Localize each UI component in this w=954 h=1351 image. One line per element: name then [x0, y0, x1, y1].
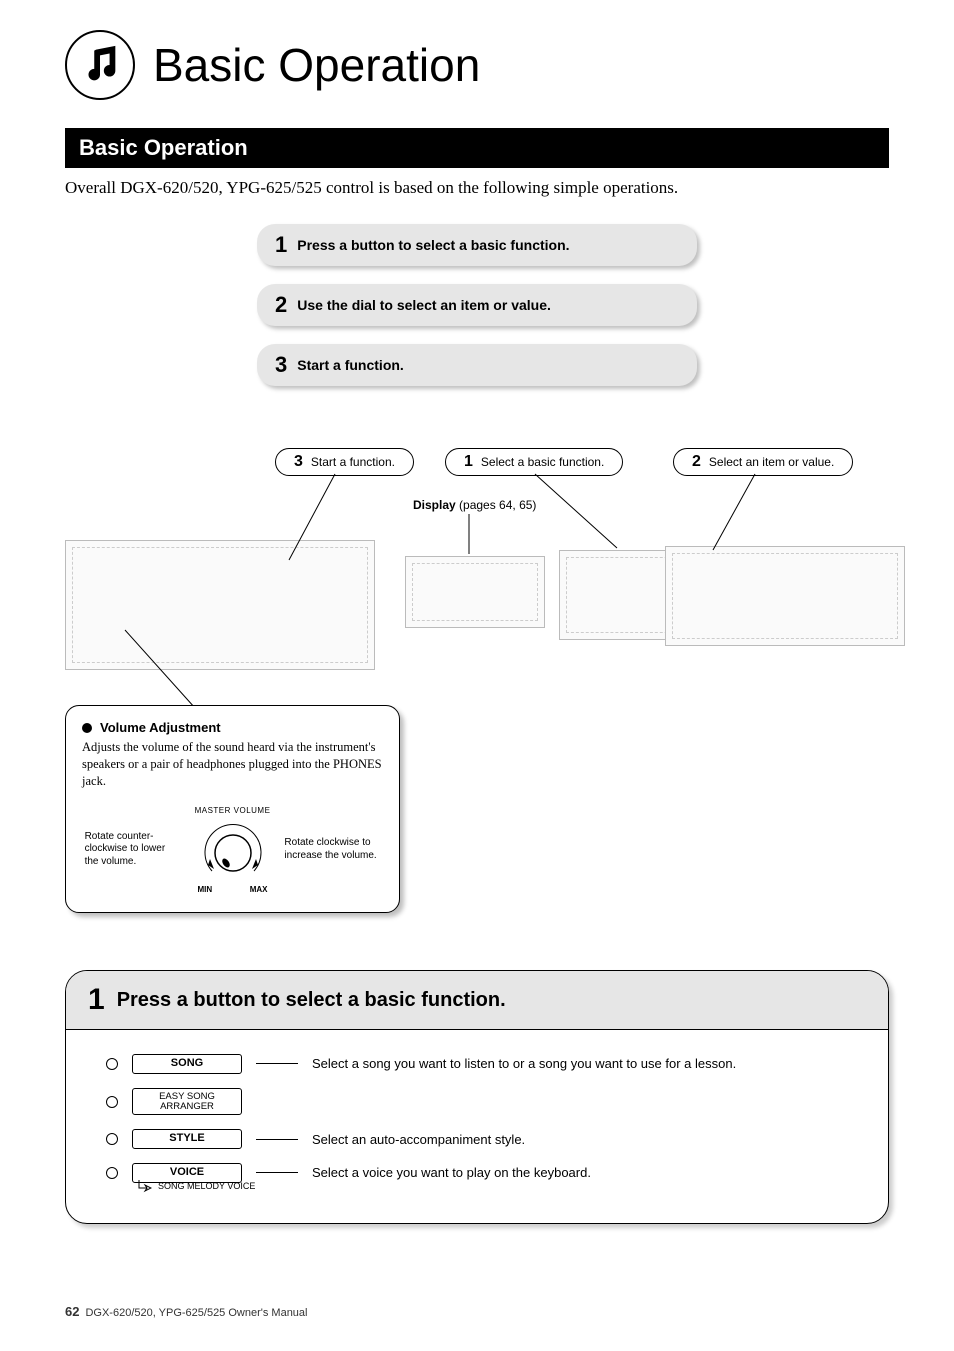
step-number: 1 — [275, 232, 287, 258]
display-label: Display (pages 64, 65) — [413, 498, 536, 512]
musical-note-icon — [65, 30, 135, 100]
leader-line — [256, 1139, 298, 1140]
step-text: Start a function. — [297, 357, 404, 373]
big-step-number: 1 — [88, 983, 105, 1017]
led-indicator — [106, 1133, 118, 1145]
volume-heading: Volume Adjustment — [82, 720, 383, 735]
callout-1: 1 Select a basic function. — [445, 448, 623, 476]
style-description: Select an auto-accompaniment style. — [312, 1132, 525, 1147]
page-title: Basic Operation — [153, 38, 480, 92]
keyboard-panel-right — [665, 546, 905, 646]
step-pill-3: 3 Start a function. — [257, 344, 697, 386]
volume-right-hint: Rotate clockwise to increase the volume. — [284, 837, 380, 862]
leader-line — [256, 1063, 298, 1064]
volume-knob-label: MASTER VOLUME — [195, 806, 271, 815]
step-1-detail-box: 1 Press a button to select a basic funct… — [65, 970, 889, 1224]
callout-number: 3 — [294, 453, 303, 471]
step-pill-1: 1 Press a button to select a basic funct… — [257, 224, 697, 266]
voice-description: Select a voice you want to play on the k… — [312, 1165, 591, 1180]
callout-number: 1 — [464, 453, 473, 471]
step-text: Press a button to select a basic functio… — [297, 237, 569, 253]
intro-text: Overall DGX-620/520, YPG-625/525 control… — [65, 178, 889, 198]
section-heading: Basic Operation — [65, 128, 889, 168]
easy-song-arranger-button[interactable]: EASY SONG ARRANGER — [132, 1088, 242, 1116]
callout-text: Start a function. — [311, 455, 395, 469]
step-number: 2 — [275, 292, 287, 318]
song-button[interactable]: SONG — [132, 1054, 242, 1074]
display-screen — [405, 556, 545, 628]
callout-3: 3 Start a function. — [275, 448, 414, 476]
callout-text: Select a basic function. — [481, 455, 604, 469]
step-text: Use the dial to select an item or value. — [297, 297, 551, 313]
song-melody-voice-label: SONG MELODY VOICE — [138, 1179, 860, 1193]
volume-description: Adjusts the volume of the sound heard vi… — [82, 739, 383, 790]
master-volume-knob: MASTER VOLUME MIN MAX — [195, 806, 271, 894]
style-button[interactable]: STYLE — [132, 1129, 242, 1149]
big-step-title: Press a button to select a basic functio… — [117, 989, 506, 1012]
volume-max: MAX — [250, 885, 268, 894]
keyboard-panel-left — [65, 540, 375, 670]
step-pill-2: 2 Use the dial to select an item or valu… — [257, 284, 697, 326]
page-footer: 62DGX-620/520, YPG-625/525 Owner's Manua… — [65, 1304, 308, 1319]
callout-2: 2 Select an item or value. — [673, 448, 853, 476]
callout-number: 2 — [692, 453, 701, 471]
callout-text: Select an item or value. — [709, 455, 834, 469]
leader-line — [256, 1172, 298, 1173]
led-indicator — [106, 1096, 118, 1108]
hold-arrow-icon — [138, 1179, 152, 1193]
volume-left-hint: Rotate counter-clockwise to lower the vo… — [85, 831, 181, 869]
led-indicator — [106, 1167, 118, 1179]
led-indicator — [106, 1058, 118, 1070]
step-number: 3 — [275, 352, 287, 378]
volume-min: MIN — [198, 885, 213, 894]
volume-adjustment-box: Volume Adjustment Adjusts the volume of … — [65, 705, 400, 913]
song-description: Select a song you want to listen to or a… — [312, 1056, 736, 1071]
